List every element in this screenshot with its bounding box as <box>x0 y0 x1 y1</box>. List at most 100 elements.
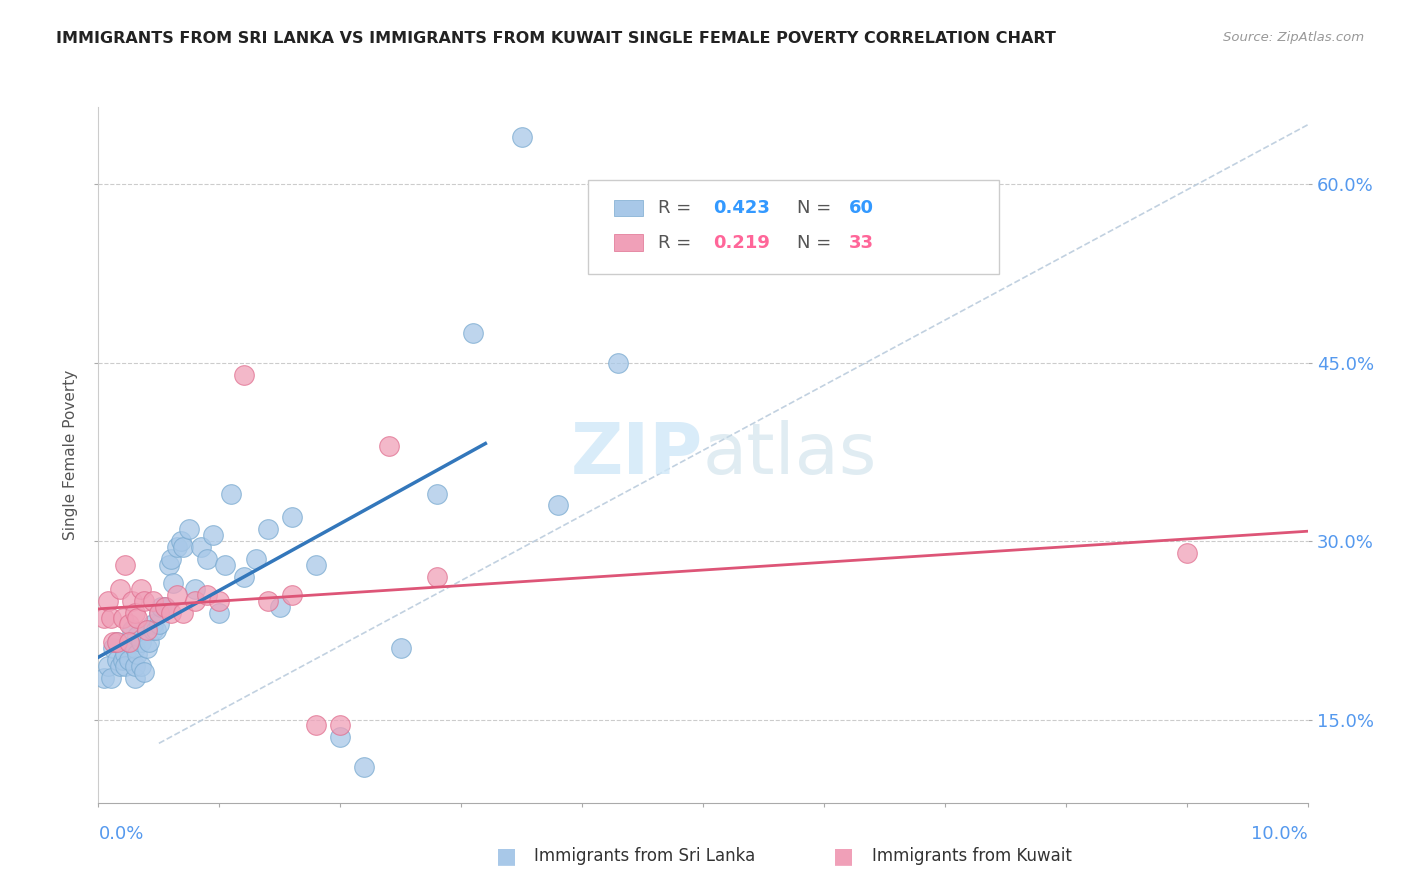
Text: 0.423: 0.423 <box>713 199 769 217</box>
Point <box>353 760 375 774</box>
Point <box>108 659 131 673</box>
Text: ■: ■ <box>834 847 853 866</box>
Point <box>124 671 146 685</box>
Point <box>134 665 156 679</box>
Point <box>118 653 141 667</box>
Point <box>426 486 449 500</box>
Point <box>202 528 225 542</box>
Point <box>426 570 449 584</box>
Point <box>129 582 152 596</box>
Point <box>150 599 173 614</box>
Text: 33: 33 <box>849 234 875 252</box>
Point <box>160 606 183 620</box>
Point <box>114 558 136 572</box>
Point <box>142 617 165 632</box>
Point <box>111 653 134 667</box>
Point <box>121 624 143 638</box>
Point <box>256 522 278 536</box>
Text: atlas: atlas <box>703 420 877 490</box>
Point <box>127 647 149 661</box>
Point <box>129 659 152 673</box>
Point <box>153 599 176 614</box>
Point <box>101 635 124 649</box>
Point <box>142 593 165 607</box>
Point <box>127 611 149 625</box>
Point <box>269 599 291 614</box>
Point <box>135 624 157 638</box>
Point <box>281 510 304 524</box>
Point <box>148 617 170 632</box>
Point <box>153 599 176 614</box>
FancyBboxPatch shape <box>588 180 1000 274</box>
Point <box>148 606 170 620</box>
Point <box>118 635 141 649</box>
FancyBboxPatch shape <box>613 200 643 216</box>
Point <box>157 558 180 572</box>
Point <box>121 593 143 607</box>
Point <box>245 552 267 566</box>
Point <box>105 635 128 649</box>
Point <box>172 540 194 554</box>
Point <box>166 588 188 602</box>
Point <box>135 641 157 656</box>
Text: 10.0%: 10.0% <box>1251 825 1308 843</box>
Point <box>256 593 278 607</box>
Point <box>184 593 207 607</box>
Point <box>179 522 201 536</box>
Point <box>100 671 122 685</box>
Text: Immigrants from Kuwait: Immigrants from Kuwait <box>872 847 1071 865</box>
Point <box>134 593 156 607</box>
Text: N =: N = <box>797 234 838 252</box>
Point <box>162 575 184 590</box>
Point <box>389 641 412 656</box>
Point <box>114 647 136 661</box>
Text: N =: N = <box>797 199 838 217</box>
Point <box>214 558 236 572</box>
Text: ZIP: ZIP <box>571 420 703 490</box>
Point <box>108 582 131 596</box>
Point <box>232 570 254 584</box>
Point <box>121 635 143 649</box>
Point <box>145 624 167 638</box>
Text: 0.219: 0.219 <box>713 234 769 252</box>
Point <box>101 641 124 656</box>
Text: R =: R = <box>658 234 697 252</box>
Point <box>208 606 231 620</box>
Text: Immigrants from Sri Lanka: Immigrants from Sri Lanka <box>534 847 755 865</box>
Point <box>281 588 304 602</box>
Point <box>118 617 141 632</box>
Point <box>463 326 485 340</box>
Point <box>1175 546 1198 560</box>
Point <box>97 659 120 673</box>
Text: R =: R = <box>658 199 697 217</box>
Y-axis label: Single Female Poverty: Single Female Poverty <box>63 370 79 540</box>
Text: ■: ■ <box>496 847 516 866</box>
Point <box>129 635 152 649</box>
Point <box>190 540 212 554</box>
Text: IMMIGRANTS FROM SRI LANKA VS IMMIGRANTS FROM KUWAIT SINGLE FEMALE POVERTY CORREL: IMMIGRANTS FROM SRI LANKA VS IMMIGRANTS … <box>56 31 1056 46</box>
Point <box>607 356 630 370</box>
Point <box>135 624 157 638</box>
Point <box>124 606 146 620</box>
Point <box>329 718 352 732</box>
Point <box>142 624 165 638</box>
Point <box>105 635 128 649</box>
Text: Source: ZipAtlas.com: Source: ZipAtlas.com <box>1223 31 1364 45</box>
Point <box>105 653 128 667</box>
Point <box>377 439 399 453</box>
Point <box>114 659 136 673</box>
Point <box>93 611 115 625</box>
Point <box>195 588 218 602</box>
Point <box>111 611 134 625</box>
Point <box>305 718 328 732</box>
Point <box>547 499 569 513</box>
Point <box>510 129 533 144</box>
Point <box>305 558 328 572</box>
Point <box>329 731 352 745</box>
Point <box>93 671 115 685</box>
Point <box>184 582 207 596</box>
Point <box>221 486 243 500</box>
Point <box>97 593 120 607</box>
Point <box>195 552 218 566</box>
Point <box>124 659 146 673</box>
